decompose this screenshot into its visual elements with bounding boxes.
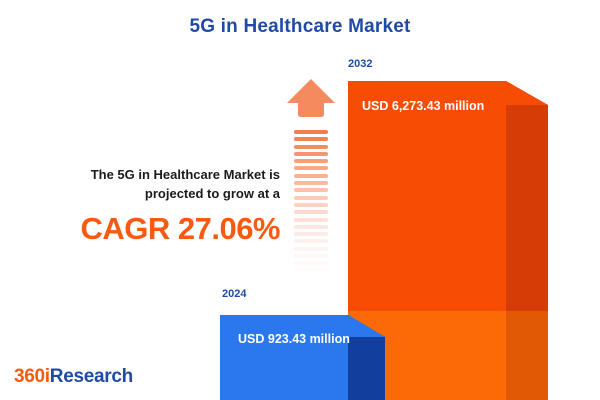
- bar-2024: USD 923.43 million: [220, 315, 385, 400]
- brand-logo: 360iResearch: [14, 366, 133, 388]
- statement-text: The 5G in Healthcare Market is projected…: [30, 166, 280, 204]
- bar-2024-front: [220, 315, 348, 400]
- bar-2032-front-upper: [348, 81, 506, 311]
- bar-label-2024: 2024: [222, 288, 247, 300]
- bar-2032-top-face: [506, 81, 548, 105]
- bar-label-2032: 2032: [348, 58, 373, 70]
- arrow-bar-segment: [294, 217, 328, 222]
- bar-2032: USD 6,273.43 million: [348, 81, 548, 400]
- arrow-bar-segment: [294, 166, 328, 171]
- logo-360i-text: 360i: [14, 366, 50, 387]
- arrow-gradient-bars: [294, 130, 328, 290]
- arrow-bar-segment: [294, 246, 328, 251]
- arrow-bar-segment: [294, 159, 328, 164]
- arrow-up-head-icon: [287, 79, 335, 117]
- arrow-bar-segment: [294, 261, 328, 266]
- growth-arrow-icon: [286, 78, 336, 290]
- arrow-bar-segment: [294, 210, 328, 215]
- cagr-value: CAGR 27.06%: [80, 210, 280, 246]
- arrow-bar-segment: [294, 181, 328, 186]
- statement-line-2: projected to grow at a: [144, 185, 280, 201]
- bar-value-2032: USD 6,273.43 million: [362, 99, 485, 113]
- arrow-bar-segment: [294, 254, 328, 259]
- bar-2032-side-upper: [506, 81, 548, 311]
- arrow-bar-segment: [294, 239, 328, 244]
- logo-research-text: Research: [49, 366, 133, 387]
- arrow-bar-segment: [294, 173, 328, 178]
- page-title: 5G in Healthcare Market: [189, 16, 411, 37]
- arrow-bar-segment: [294, 232, 328, 237]
- bar-2032-side-lower: [506, 311, 548, 400]
- statement-line-1: The 5G in Healthcare Market is: [90, 167, 280, 182]
- bar-value-2024: USD 923.43 million: [238, 332, 350, 346]
- cagr-statement-block: The 5G in Healthcare Market is projected…: [30, 166, 280, 247]
- arrow-bar-segment: [294, 144, 328, 149]
- arrow-bar-segment: [294, 137, 328, 142]
- arrow-bar-segment: [294, 202, 328, 207]
- arrow-bar-segment: [294, 151, 328, 156]
- arrow-bar-segment: [294, 188, 328, 193]
- arrow-bar-segment: [294, 224, 328, 229]
- arrow-bar-segment: [294, 130, 328, 134]
- arrow-bar-segment: [294, 268, 328, 273]
- arrow-bar-segment: [294, 195, 328, 200]
